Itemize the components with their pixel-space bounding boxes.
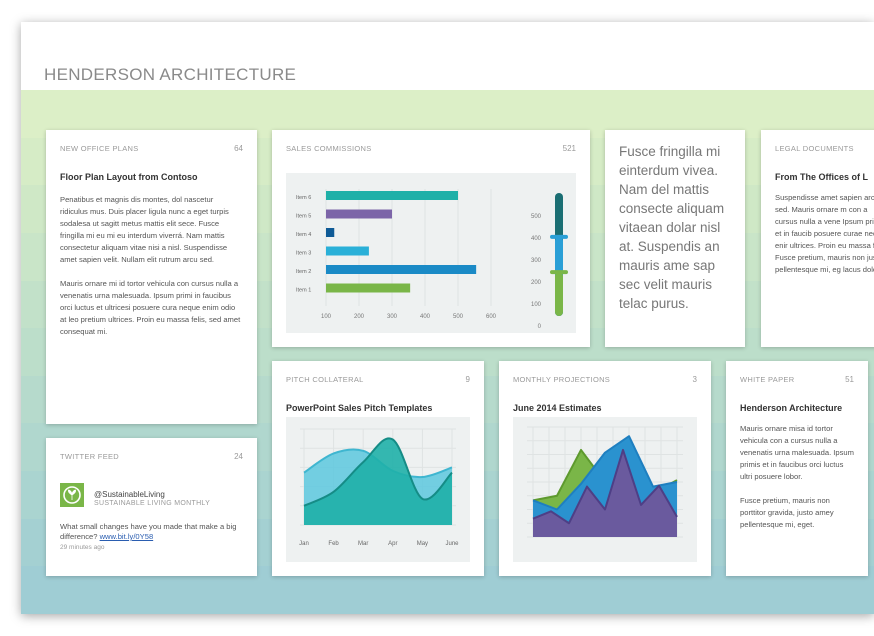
category-label: Item 1 xyxy=(296,288,311,294)
card-header: NEW OFFICE PLANS xyxy=(60,144,139,153)
card-title: Henderson Architecture xyxy=(740,403,843,413)
gauge-tick-label: 0 xyxy=(538,324,542,330)
legal-documents-card[interactable]: LEGAL DOCUMENTS From The Offices of L Su… xyxy=(761,130,874,347)
x-tick-label: 400 xyxy=(420,314,431,320)
x-tick-label: 600 xyxy=(486,314,497,320)
office-plans-card[interactable]: NEW OFFICE PLANS 64 Floor Plan Layout fr… xyxy=(46,130,257,424)
chart-panel: Jan Feb Mar Apr May June xyxy=(286,417,470,562)
series-line xyxy=(532,435,678,511)
x-tick-label: May xyxy=(417,541,428,547)
x-tick-label: June xyxy=(445,541,459,547)
category-label: Item 3 xyxy=(296,251,311,257)
gauge-low xyxy=(555,272,563,316)
tweet-time: 29 minutes ago xyxy=(60,544,105,551)
card-title: PowerPoint Sales Pitch Templates xyxy=(286,403,433,413)
series-area xyxy=(533,449,677,537)
card-body: Suspendisse amet sapien arcu sed. Mauris… xyxy=(775,192,874,288)
card-count: 64 xyxy=(234,144,243,153)
gauge-tick-label: 200 xyxy=(531,280,542,286)
app-window: HENDERSON ARCHITECTURE NEW OFFICE PLANS … xyxy=(21,22,874,614)
chart-panel xyxy=(513,417,697,562)
x-tick-label: Jan xyxy=(299,541,309,547)
bar xyxy=(326,191,458,200)
card-count: 9 xyxy=(465,375,470,384)
bar xyxy=(326,228,335,237)
card-header: SALES COMMISSIONS xyxy=(286,144,372,153)
x-tick-label: Feb xyxy=(328,541,339,547)
category-label: Item 5 xyxy=(296,214,311,220)
gauge-tick-label: 300 xyxy=(531,258,542,264)
card-count: 51 xyxy=(845,375,854,384)
paragraph: Suspendisse amet sapien arcu sed. Mauris… xyxy=(775,193,874,274)
bar xyxy=(326,265,477,274)
white-paper-card[interactable]: WHITE PAPER 51 Henderson Architecture Ma… xyxy=(726,361,868,576)
monthly-projections-card[interactable]: MONTHLY PROJECTIONS 3 June 2014 Estimate… xyxy=(499,361,711,576)
paragraph: Mauris ornare mi id tortor vehicula con … xyxy=(60,279,241,336)
x-tick-label: Apr xyxy=(388,541,397,547)
quote-card[interactable]: Fusce fringilla mi einterdum vivea. Nam … xyxy=(605,130,745,347)
paragraph: Fusce pretium, mauris non porttitor grav… xyxy=(740,496,834,529)
card-title: Floor Plan Layout from Contoso xyxy=(60,172,198,182)
gauge-tick-label: 100 xyxy=(531,302,542,308)
tweet-link[interactable]: www.bit.ly/0Y58 xyxy=(99,532,154,541)
card-title: June 2014 Estimates xyxy=(513,403,602,413)
x-tick-label: 100 xyxy=(321,314,332,320)
leaf-icon xyxy=(63,486,81,504)
series-area xyxy=(304,438,452,525)
gauge-handle-upper xyxy=(550,234,568,239)
card-header: PITCH COLLATERAL xyxy=(286,375,364,384)
bar-chart: 100 200 300 400 500 600 Item 1 Item 2 Item 3 Item… xyxy=(296,189,568,330)
card-count: 3 xyxy=(692,375,697,384)
x-tick-label: 500 xyxy=(453,314,464,320)
quote-text: Fusce fringilla mi einterdum vivea. Nam … xyxy=(619,144,725,311)
card-count: 521 xyxy=(562,144,576,153)
card-count: 24 xyxy=(234,452,243,461)
category-label: Item 6 xyxy=(296,195,311,201)
series-line xyxy=(303,437,453,507)
card-header: TWITTER FEED xyxy=(60,452,120,461)
tweet-message: What small changes have you made that ma… xyxy=(60,522,237,541)
avatar[interactable] xyxy=(60,483,84,507)
paragraph: Penatibus et magnis dis montes, dol nasc… xyxy=(60,195,229,264)
tweet-text: What small changes have you made that ma… xyxy=(60,522,243,542)
bar xyxy=(326,246,369,256)
card-title: From The Offices of L xyxy=(775,172,869,182)
sales-commissions-card[interactable]: SALES COMMISSIONS 521 100 200 300 400 500 600… xyxy=(272,130,590,347)
x-tick-label: Mar xyxy=(358,541,368,547)
bar xyxy=(326,283,411,293)
x-tick-label: 300 xyxy=(387,314,398,320)
card-header: MONTHLY PROJECTIONS xyxy=(513,375,611,384)
card-header: WHITE PAPER xyxy=(740,375,795,384)
x-tick-label: 200 xyxy=(354,314,365,320)
area-chart: Jan Feb Mar Apr May June xyxy=(299,428,459,547)
chart-panel: 100 200 300 400 500 600 Item 1 Item 2 Item 3 Item… xyxy=(286,173,576,333)
tweet-handle[interactable]: @SustainableLiving xyxy=(94,490,165,499)
category-label: Item 2 xyxy=(296,269,311,275)
area-chart xyxy=(527,426,683,538)
gauge-tick-label: 500 xyxy=(531,214,542,220)
gauge-tick-label: 400 xyxy=(531,236,542,242)
bar xyxy=(326,209,392,219)
paragraph: Mauris ornare misa id tortor vehicula co… xyxy=(740,424,854,481)
pitch-collateral-card[interactable]: PITCH COLLATERAL 9 PowerPoint Sales Pitc… xyxy=(272,361,484,576)
gauge-handle-lower xyxy=(550,270,568,275)
twitter-feed-card[interactable]: TWITTER FEED 24 @SustainableLiving SUSTA… xyxy=(46,438,257,576)
card-header: LEGAL DOCUMENTS xyxy=(775,144,854,153)
card-body: Penatibus et magnis dis montes, dol nasc… xyxy=(60,194,243,350)
category-label: Item 4 xyxy=(296,232,311,238)
card-body: Mauris ornare misa id tortor vehicula co… xyxy=(740,423,854,543)
page-title: HENDERSON ARCHITECTURE xyxy=(44,65,297,84)
tweet-source: SUSTAINABLE LIVING MONTHLY xyxy=(94,500,211,507)
series-line xyxy=(532,448,678,525)
